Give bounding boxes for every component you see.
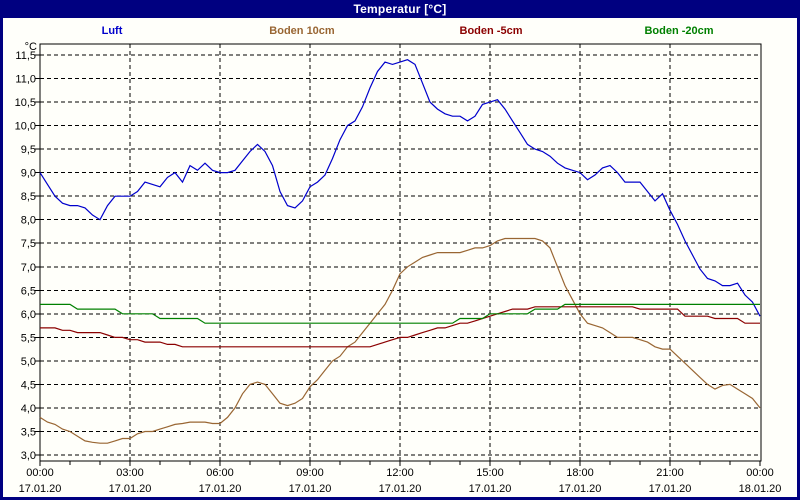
legend-item-boden-minus5cm: Boden -5cm: [459, 25, 523, 37]
y-tick-label: 9,0: [21, 168, 36, 180]
series-lines: [39, 59, 761, 444]
y-tick-label: 6,5: [21, 285, 36, 297]
y-tick-label: 10,5: [15, 97, 36, 109]
y-tick-label: 7,5: [21, 238, 36, 250]
y-tick-label: 8,0: [21, 215, 36, 227]
series-line-luft: [39, 59, 761, 317]
y-axis-unit-label: °C: [25, 41, 37, 53]
x-tick-time: 00:00: [26, 467, 54, 479]
legend-item-luft: Luft: [101, 25, 123, 37]
x-tick-date: 17.01.20: [199, 483, 242, 495]
series-line-boden-20cm: [40, 303, 760, 324]
chart-title: Temperatur [°C]: [353, 2, 447, 16]
y-tick-label: 4,5: [21, 379, 36, 391]
axis-ticks: [35, 54, 761, 466]
x-tick-time: 21:00: [656, 467, 684, 479]
y-tick-label: 4,0: [21, 403, 36, 415]
x-tick-date: 18.01.20: [739, 483, 782, 495]
x-axis-labels: 00:00 17.01.20 03:00 17.01.20 06:00 17.01.20 0…: [19, 467, 782, 495]
x-tick-date: 17.01.20: [379, 483, 422, 495]
window-titlebar: Temperatur [°C]: [0, 0, 800, 18]
x-tick-time: 06:00: [206, 467, 234, 479]
x-tick-date: 17.01.20: [559, 483, 602, 495]
legend-item-boden-10cm: Boden 10cm: [269, 25, 335, 37]
y-tick-label: 7,0: [21, 262, 36, 274]
y-tick-label: 5,0: [21, 356, 36, 368]
y-axis-labels: 11,5 11,0 10,5 10,0 9,5 9,0 8,5 8,0 7,5 7,0 6,5 6,0…: [15, 50, 36, 462]
x-tick-date: 17.01.20: [649, 483, 692, 495]
legend-item-boden-minus20cm: Boden -20cm: [644, 25, 714, 37]
gridlines: [40, 44, 761, 461]
series-line-boden-10cm: [39, 237, 761, 444]
y-tick-label: 5,5: [21, 332, 36, 344]
x-tick-time: 18:00: [566, 467, 594, 479]
y-tick-label: 10,0: [15, 121, 36, 133]
y-tick-label: 11,0: [15, 74, 36, 86]
x-tick-time: 00:00: [746, 467, 774, 479]
plot-frame: [39, 43, 762, 462]
x-tick-date: 17.01.20: [469, 483, 512, 495]
x-tick-date: 17.01.20: [19, 483, 62, 495]
y-tick-label: 6,0: [21, 309, 36, 321]
x-tick-time: 03:00: [116, 467, 144, 479]
y-tick-label: 3,5: [21, 427, 36, 439]
y-tick-label: 8,5: [21, 191, 36, 203]
x-tick-date: 17.01.20: [289, 483, 332, 495]
y-tick-label: 9,5: [21, 144, 36, 156]
y-tick-label: 11,5: [15, 50, 36, 62]
x-tick-time: 09:00: [296, 467, 324, 479]
series-line-boden-5cm: [40, 306, 760, 348]
x-tick-time: 12:00: [386, 467, 414, 479]
x-tick-time: 15:00: [476, 467, 504, 479]
x-tick-date: 17.01.20: [109, 483, 152, 495]
y-tick-label: 3,0: [21, 450, 36, 462]
